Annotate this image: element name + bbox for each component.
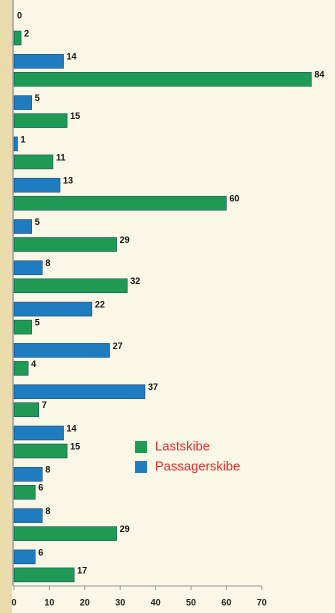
x-tick-label: 60 [221,597,231,607]
value-label: 1 [21,134,26,144]
value-label: 14 [67,52,77,62]
legend-swatch [135,461,147,473]
bar [13,278,128,294]
value-label: 5 [35,317,40,327]
legend-label: Lastskibe [155,438,210,453]
value-label: 0 [17,10,22,20]
bar [13,260,43,276]
bar [13,549,36,565]
value-label: 11 [56,152,66,162]
legend-swatch [135,441,147,453]
value-label: 2 [24,28,29,38]
left-strip [0,0,12,613]
bar [13,343,110,358]
bar [13,402,40,417]
value-label: 15 [70,441,80,451]
bar [13,319,32,335]
bar [13,195,227,211]
x-tick-label: 70 [257,597,267,607]
bar [13,425,64,441]
value-label: 4 [31,359,36,369]
value-label: 22 [95,299,105,309]
bar [13,467,43,482]
x-tick-label: 50 [186,597,196,607]
value-label: 5 [35,217,40,227]
bar [13,95,32,110]
x-tick-label: 40 [151,597,161,607]
value-label: 60 [229,194,239,204]
value-label: 29 [120,524,130,534]
bar [13,526,117,541]
value-label: 8 [45,506,50,516]
bar [13,567,75,583]
value-label: 6 [38,483,43,493]
value-label: 8 [45,258,50,268]
value-label: 17 [77,565,87,575]
bar [13,54,64,69]
bar [13,443,68,459]
value-label: 37 [148,382,158,392]
x-tick-label: 10 [44,597,54,607]
bar [13,30,22,46]
value-label: 5 [35,93,40,103]
bar [13,384,146,399]
legend-label: Passagerskibe [155,458,240,473]
value-label: 15 [70,111,80,121]
bar [13,301,93,317]
bar [13,154,54,170]
bar [13,177,61,193]
bar [13,485,36,500]
x-tick-label: 0 [11,597,16,607]
value-label: 84 [314,70,324,80]
value-label: 14 [67,423,77,433]
value-label: 29 [120,235,130,245]
bar [13,508,43,523]
value-label: 13 [63,176,73,186]
bar [13,72,312,87]
bar [13,136,18,152]
bar [13,113,68,128]
x-tick-label: 30 [115,597,125,607]
value-label: 8 [45,465,50,475]
value-label: 7 [42,400,47,410]
value-label: 27 [113,341,123,351]
value-label: 32 [130,276,140,286]
bar [13,237,117,252]
value-label: 6 [38,547,43,557]
x-tick-label: 20 [80,597,90,607]
bar [13,361,29,376]
bar [13,219,32,234]
